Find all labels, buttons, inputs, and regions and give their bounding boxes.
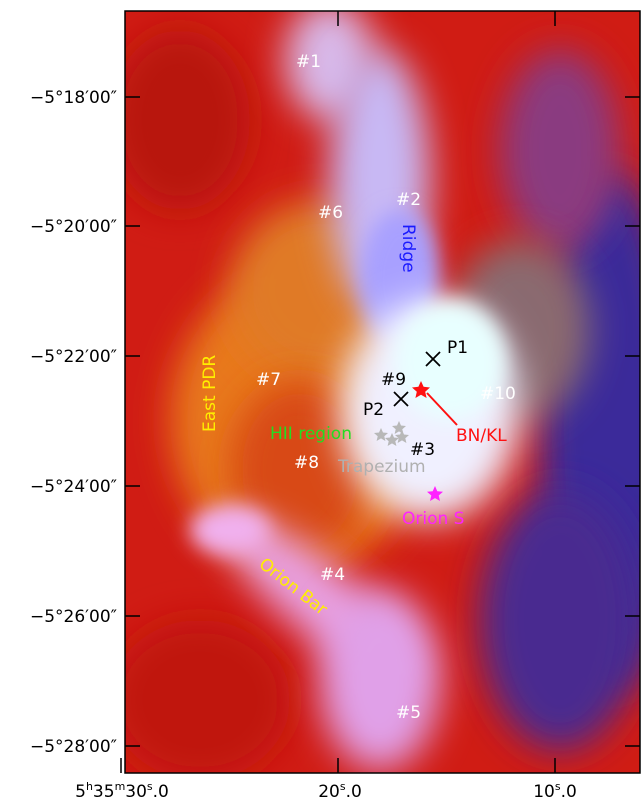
position-label-10: #10 [480, 384, 516, 404]
position-label-6: #6 [318, 203, 343, 223]
position-label-9: #9 [381, 370, 406, 390]
x-tick-label: 20s.0 [318, 780, 362, 802]
position-label-5: #5 [396, 703, 421, 723]
y-tick-label: −5°24′00″ [30, 477, 117, 497]
position-label-8: #8 [294, 453, 319, 473]
y-tick-label: −5°28′00″ [30, 737, 117, 757]
position-label-7: #7 [256, 370, 281, 390]
ridge-label: Ridge [398, 224, 418, 273]
east-pdr-label: East PDR [200, 355, 220, 432]
x-tick-labels: 5h35m30s.0 20s.0 10s.0 [75, 780, 577, 802]
rgb-image [110, 0, 643, 780]
y-tick-label: −5°26′00″ [30, 607, 117, 627]
position-label-4: #4 [320, 565, 345, 585]
trapezium-label: Trapezium [337, 457, 426, 477]
p2-label: P2 [363, 400, 384, 420]
x-tick-label: 5h35m30s.0 [75, 780, 169, 802]
position-label-1: #1 [296, 52, 321, 72]
x-tick-label: 10s.0 [533, 780, 577, 802]
position-label-2: #2 [396, 190, 421, 210]
y-tick-label: −5°20′00″ [30, 217, 117, 237]
hii-region-label: HII region [270, 424, 352, 444]
orion-s-label: Orion S [402, 509, 464, 529]
p1-label: P1 [447, 338, 468, 358]
bnkl-label: BN/KL [456, 426, 507, 446]
y-tick-label: −5°18′00″ [30, 88, 117, 108]
y-tick-label: −5°22′00″ [30, 347, 117, 367]
y-tick-labels: −5°18′00″ −5°20′00″ −5°22′00″ −5°24′00″ … [30, 88, 117, 757]
